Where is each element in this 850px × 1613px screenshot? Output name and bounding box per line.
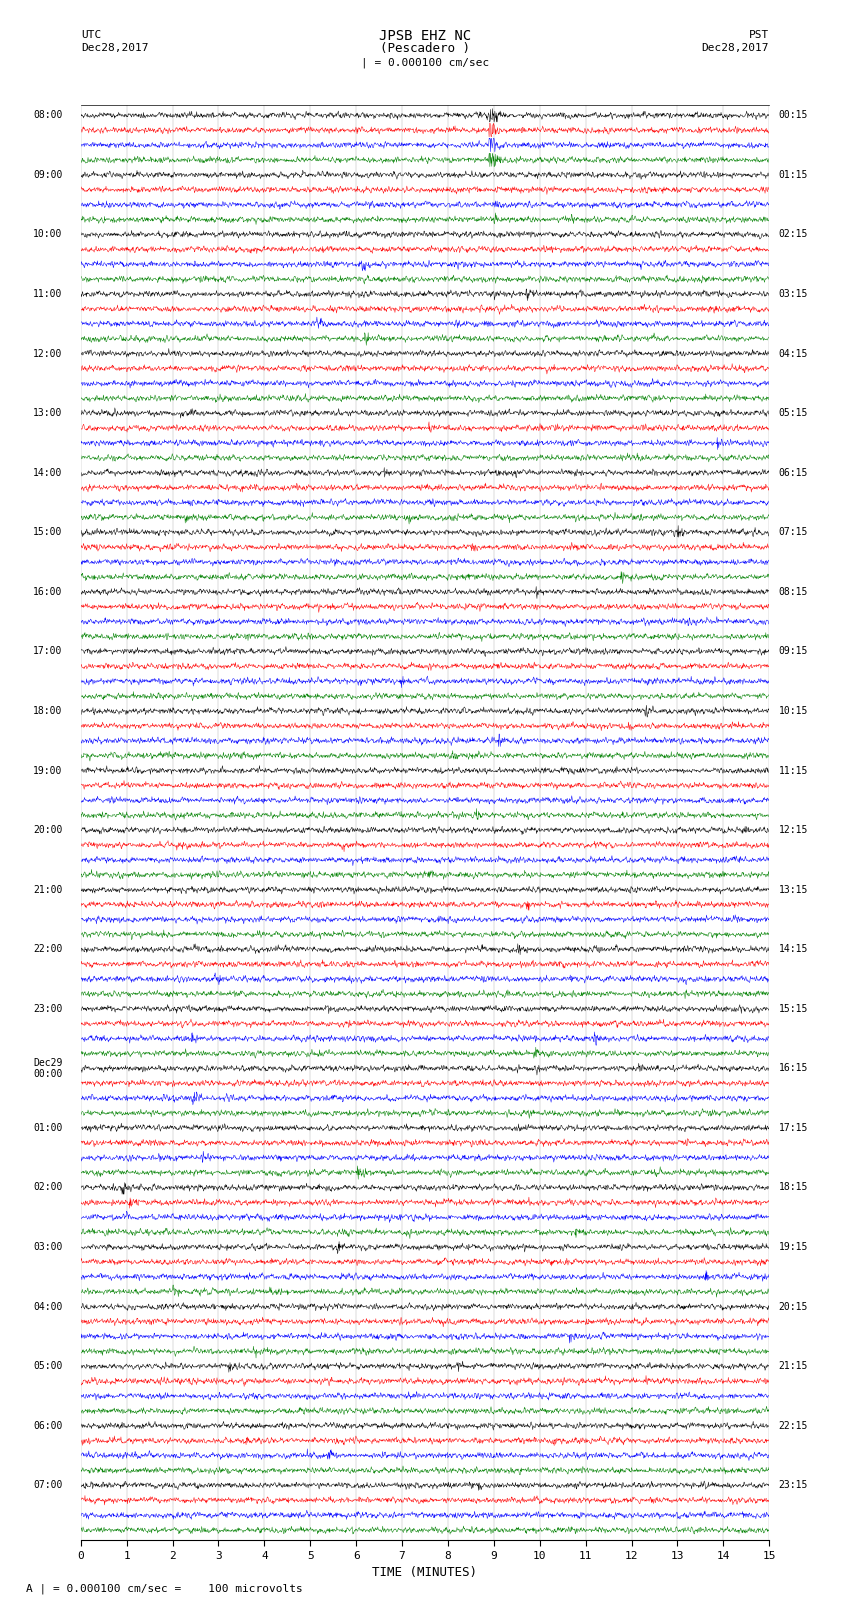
Text: 06:15: 06:15 [779,468,808,477]
Text: 14:15: 14:15 [779,944,808,955]
Text: 22:00: 22:00 [33,944,62,955]
Text: 02:00: 02:00 [33,1182,62,1192]
Text: 03:15: 03:15 [779,289,808,298]
Text: 12:15: 12:15 [779,826,808,836]
Text: 11:15: 11:15 [779,766,808,776]
Text: 10:00: 10:00 [33,229,62,239]
Text: 20:15: 20:15 [779,1302,808,1311]
Text: 09:15: 09:15 [779,647,808,656]
Text: 23:15: 23:15 [779,1481,808,1490]
Text: 05:00: 05:00 [33,1361,62,1371]
Text: Dec29
00:00: Dec29 00:00 [33,1058,62,1079]
Text: Dec28,2017: Dec28,2017 [702,44,769,53]
Text: UTC: UTC [81,31,101,40]
Text: 13:00: 13:00 [33,408,62,418]
Text: PST: PST [749,31,769,40]
Text: 17:15: 17:15 [779,1123,808,1132]
Text: 07:00: 07:00 [33,1481,62,1490]
Text: 21:00: 21:00 [33,884,62,895]
Text: 17:00: 17:00 [33,647,62,656]
Text: 22:15: 22:15 [779,1421,808,1431]
Text: JPSB EHZ NC: JPSB EHZ NC [379,29,471,44]
Text: 02:15: 02:15 [779,229,808,239]
Text: 04:15: 04:15 [779,348,808,358]
Text: 08:15: 08:15 [779,587,808,597]
Text: 19:00: 19:00 [33,766,62,776]
Text: 16:15: 16:15 [779,1063,808,1073]
Text: | = 0.000100 cm/sec: | = 0.000100 cm/sec [361,56,489,68]
Text: 16:00: 16:00 [33,587,62,597]
Text: 11:00: 11:00 [33,289,62,298]
Text: 05:15: 05:15 [779,408,808,418]
Text: 08:00: 08:00 [33,110,62,121]
Text: 14:00: 14:00 [33,468,62,477]
Text: 10:15: 10:15 [779,706,808,716]
Text: 15:15: 15:15 [779,1003,808,1015]
Text: 19:15: 19:15 [779,1242,808,1252]
Text: 06:00: 06:00 [33,1421,62,1431]
Text: 04:00: 04:00 [33,1302,62,1311]
Text: 01:15: 01:15 [779,169,808,179]
Text: 01:00: 01:00 [33,1123,62,1132]
Text: 18:15: 18:15 [779,1182,808,1192]
Text: 15:00: 15:00 [33,527,62,537]
Text: 09:00: 09:00 [33,169,62,179]
X-axis label: TIME (MINUTES): TIME (MINUTES) [372,1566,478,1579]
Text: 12:00: 12:00 [33,348,62,358]
Text: Dec28,2017: Dec28,2017 [81,44,148,53]
Text: 18:00: 18:00 [33,706,62,716]
Text: (Pescadero ): (Pescadero ) [380,42,470,55]
Text: 13:15: 13:15 [779,884,808,895]
Text: 21:15: 21:15 [779,1361,808,1371]
Text: 23:00: 23:00 [33,1003,62,1015]
Text: 00:15: 00:15 [779,110,808,121]
Text: 20:00: 20:00 [33,826,62,836]
Text: 07:15: 07:15 [779,527,808,537]
Text: 03:00: 03:00 [33,1242,62,1252]
Text: A | = 0.000100 cm/sec =    100 microvolts: A | = 0.000100 cm/sec = 100 microvolts [26,1582,303,1594]
